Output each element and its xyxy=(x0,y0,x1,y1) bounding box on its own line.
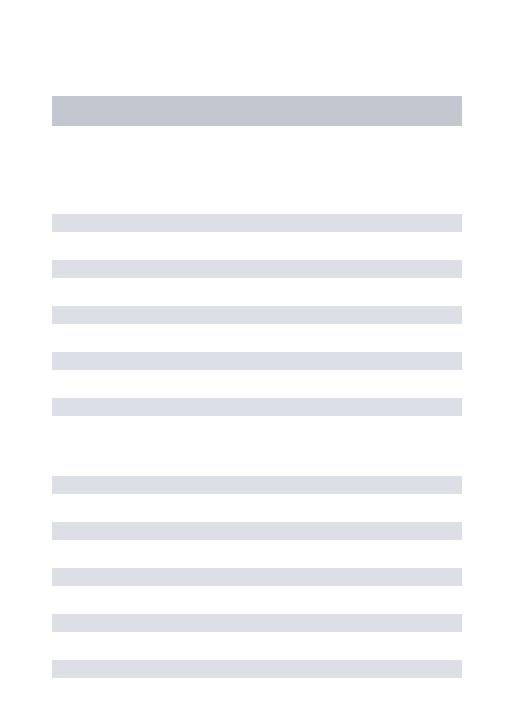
skeleton-header xyxy=(52,96,462,126)
skeleton-line xyxy=(52,522,462,540)
skeleton-line xyxy=(52,660,462,678)
skeleton-section-2 xyxy=(52,476,462,678)
skeleton-line xyxy=(52,614,462,632)
skeleton-container xyxy=(0,0,516,678)
skeleton-line xyxy=(52,260,462,278)
skeleton-line xyxy=(52,476,462,494)
skeleton-line xyxy=(52,398,462,416)
skeleton-line xyxy=(52,568,462,586)
skeleton-section-1 xyxy=(52,214,462,416)
skeleton-line xyxy=(52,214,462,232)
skeleton-line xyxy=(52,352,462,370)
skeleton-line xyxy=(52,306,462,324)
